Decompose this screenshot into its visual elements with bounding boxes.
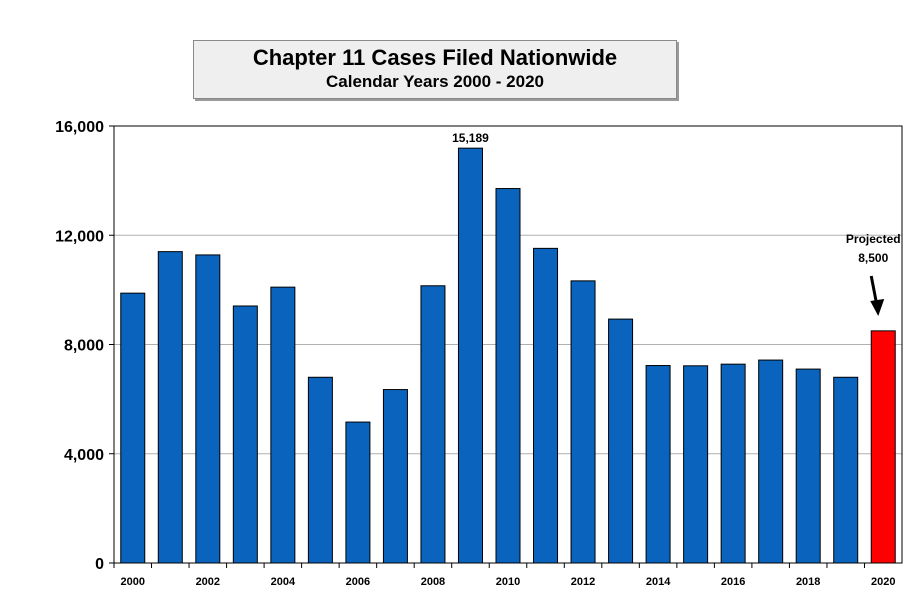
bar-2001 [157,251,183,564]
x-tick-label: 2000 [121,576,145,588]
bar-2013 [608,318,634,564]
bar-2005 [307,376,333,564]
x-tick-label: 2004 [271,576,296,588]
chart-subtitle: Calendar Years 2000 - 2020 [325,72,544,91]
ticks-layer: 0 4,000 8,000 12,000 16,000 2000 2002 2004 2006 2… [55,119,895,588]
bar-2015 [683,365,709,564]
x-tick-label: 2020 [871,576,895,588]
x-tick-label: 2018 [796,576,820,588]
bar-2004 [270,286,296,564]
bar-2008 [420,285,446,564]
annotations-layer: 15,189 Projected 8,500 [452,131,901,316]
bar-2011 [533,247,559,564]
bar-2000 [120,292,146,564]
peak-value-label: 15,189 [452,131,489,145]
y-tick-label: 4,000 [64,447,104,464]
bar-2017 [758,359,784,564]
bar-2010 [495,188,521,564]
bar-2020 [870,330,896,564]
y-tick-label: 12,000 [55,228,104,245]
bar-2018 [795,368,821,564]
projected-label: Projected [846,232,901,246]
bar-2007 [382,389,408,564]
projected-value-label: 8,500 [858,251,888,265]
x-tick-label: 2014 [646,576,671,588]
x-tick-label: 2006 [346,576,370,588]
y-tick-label: 16,000 [55,119,104,136]
bar-2019 [833,376,859,564]
bar-2006 [345,421,371,564]
y-tick-label: 8,000 [64,338,104,355]
y-tick-label: 0 [95,556,104,573]
x-tick-label: 2016 [721,576,745,588]
x-tick-label: 2008 [421,576,445,588]
chart-title: Chapter 11 Cases Filed Nationwide [252,45,618,70]
x-tick-label: 2010 [496,576,520,588]
bar-2009 [457,147,483,564]
bar-2016 [720,363,746,564]
bar-2014 [645,365,671,564]
x-tick-label: 2012 [571,576,595,588]
bars-layer [120,147,896,564]
x-tick-label: 2002 [196,576,220,588]
bar-2012 [570,280,596,564]
bar-2002 [195,254,221,564]
chart-title-box: Chapter 11 Cases Filed Nationwide Calend… [193,40,677,99]
bar-2003 [232,305,258,564]
projected-arrow-icon [869,275,885,316]
